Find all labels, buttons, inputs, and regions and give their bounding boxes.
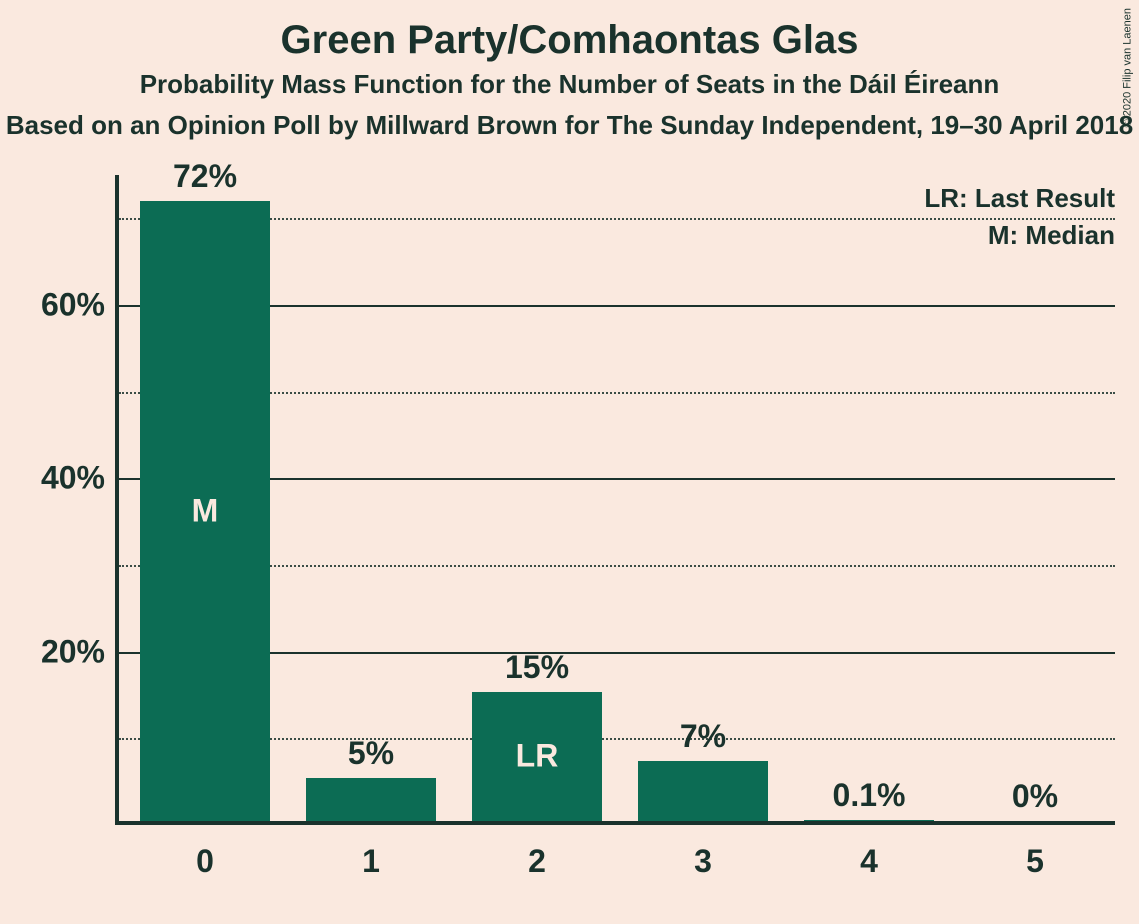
y-axis [115,175,119,825]
copyright-text: © 2020 Filip van Laenen [1121,8,1133,127]
chart-title: Green Party/Comhaontas Glas [0,0,1139,63]
x-axis-label: 0 [196,843,214,880]
legend-m: M: Median [924,220,1115,251]
bar [306,778,435,821]
y-axis-label: 20% [5,633,105,670]
chart-plot-area: LR: Last Result M: Median 72%5%15%7%0.1%… [115,175,1115,825]
bar-value-label: 72% [173,158,237,195]
y-axis-label: 60% [5,287,105,324]
x-axis [115,821,1115,825]
chart-subtitle: Probability Mass Function for the Number… [0,69,1139,100]
x-axis-label: 4 [860,843,878,880]
bar-value-label: 7% [680,718,726,755]
x-axis-label: 3 [694,843,712,880]
bar-value-label: 15% [505,649,569,686]
x-axis-label: 5 [1026,843,1044,880]
bar [638,761,767,821]
chart-source: Based on an Opinion Poll by Millward Bro… [0,110,1139,141]
bar-value-label: 0% [1012,778,1058,815]
bar-value-label: 0.1% [833,777,906,814]
bar-value-label: 5% [348,735,394,772]
bar-marker: M [192,492,219,529]
x-axis-label: 2 [528,843,546,880]
x-axis-label: 1 [362,843,380,880]
bar-marker: LR [516,738,559,775]
y-axis-label: 40% [5,460,105,497]
legend-lr: LR: Last Result [924,183,1115,214]
